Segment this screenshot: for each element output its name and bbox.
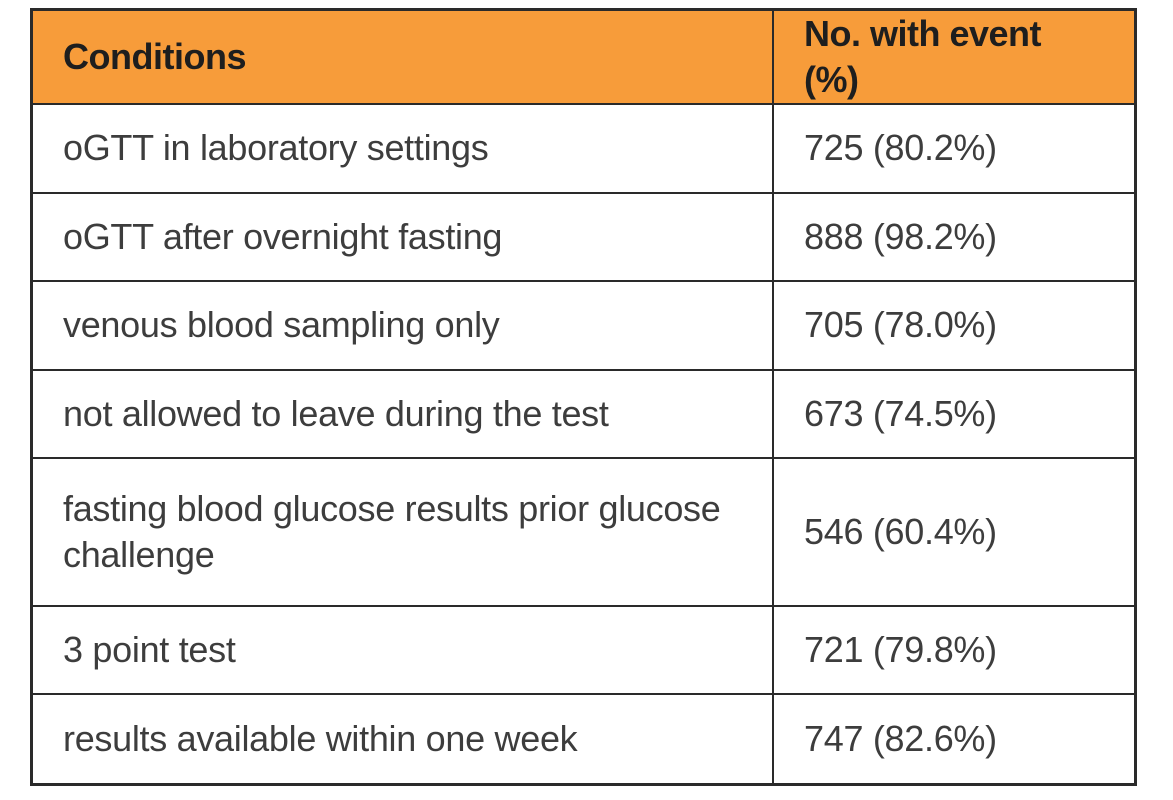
event-count-cell: 725 (80.2%): [772, 103, 1134, 194]
event-count-cell: 546 (60.4%): [772, 457, 1134, 607]
header-row: Conditions No. with event (%): [33, 11, 1134, 106]
event-count-cell: 705 (78.0%): [772, 280, 1134, 371]
condition-cell: not allowed to leave during the test: [33, 368, 774, 460]
table-row: 3 point test 721 (79.8%): [33, 604, 1134, 696]
condition-cell: results available within one week: [33, 693, 774, 783]
event-count-cell: 673 (74.5%): [772, 368, 1134, 460]
table-header: Conditions No. with event (%): [33, 11, 1134, 106]
table-body: oGTT in laboratory settings 725 (80.2%) …: [33, 103, 1134, 783]
table-row: venous blood sampling only 705 (78.0%): [33, 280, 1134, 371]
event-count-cell: 747 (82.6%): [772, 693, 1134, 783]
condition-cell: fasting blood glucose results prior gluc…: [33, 457, 774, 607]
condition-cell: venous blood sampling only: [33, 280, 774, 371]
conditions-table: Conditions No. with event (%) oGTT in la…: [33, 11, 1134, 783]
table-row: oGTT in laboratory settings 725 (80.2%): [33, 103, 1134, 194]
conditions-table-frame: Conditions No. with event (%) oGTT in la…: [30, 8, 1137, 786]
condition-cell: oGTT in laboratory settings: [33, 103, 774, 194]
event-count-cell: 888 (98.2%): [772, 191, 1134, 283]
table-row: results available within one week 747 (8…: [33, 693, 1134, 783]
event-count-cell: 721 (79.8%): [772, 604, 1134, 696]
table-row: not allowed to leave during the test 673…: [33, 368, 1134, 460]
condition-cell: 3 point test: [33, 604, 774, 696]
table-row: fasting blood glucose results prior gluc…: [33, 457, 1134, 607]
header-events: No. with event (%): [772, 11, 1134, 106]
table-row: oGTT after overnight fasting 888 (98.2%): [33, 191, 1134, 283]
condition-cell: oGTT after overnight fasting: [33, 191, 774, 283]
header-conditions: Conditions: [33, 11, 774, 106]
